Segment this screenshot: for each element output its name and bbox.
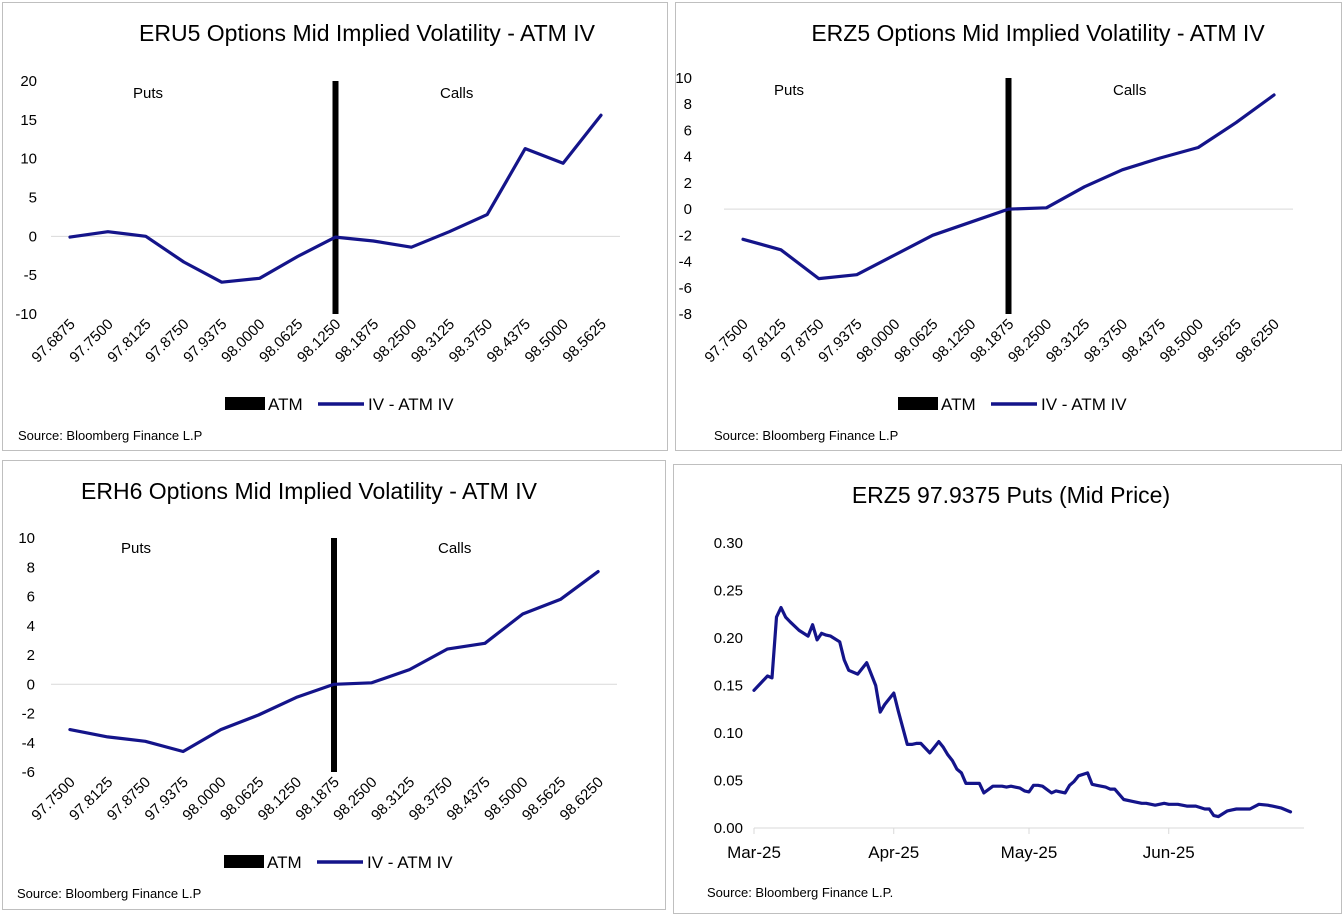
y-tick-label: 0.15 (714, 678, 743, 695)
y-tick-label: 10 (20, 151, 37, 168)
y-tick-label: -4 (679, 254, 692, 271)
source-note: Source: Bloomberg Finance L.P (17, 886, 201, 901)
y-tick-label: 5 (29, 190, 37, 207)
legend-label-iv-atm-iv: IV - ATM IV (367, 853, 453, 872)
chart-erz5: ERZ5 Options Mid Implied Volatility - AT… (676, 20, 1293, 443)
y-tick-label: 0.25 (714, 583, 743, 600)
chart-erh6: ERH6 Options Mid Implied Volatility - AT… (17, 478, 617, 901)
y-tick-label: 0.10 (714, 725, 743, 742)
chart-eru5: ERU5 Options Mid Implied Volatility - AT… (15, 20, 620, 443)
y-tick-label: 2 (27, 647, 35, 664)
chart-title: ERH6 Options Mid Implied Volatility - AT… (81, 478, 538, 504)
y-tick-label: 0.00 (714, 820, 743, 837)
y-tick-label: -8 (679, 306, 692, 323)
source-note: Source: Bloomberg Finance L.P. (707, 885, 893, 900)
x-tick-label: Jun-25 (1143, 843, 1195, 862)
y-tick-label: 0.05 (714, 773, 743, 790)
chart-panel-erh6: ERH6 Options Mid Implied Volatility - AT… (2, 460, 666, 910)
legend-swatch-atm (225, 397, 265, 410)
series-line-mid-price (752, 606, 1293, 819)
y-tick-label: -2 (679, 227, 692, 244)
series-line-iv-atm-iv (68, 569, 600, 754)
chart-erz5-puts: ERZ5 97.9375 Puts (Mid Price) 0.30 0.25 0.2… (707, 482, 1304, 900)
x-tick-label: Mar-25 (727, 843, 781, 862)
y-tick-label: 15 (20, 112, 37, 129)
y-tick-label: 0 (27, 676, 35, 693)
y-tick-label: -10 (15, 306, 37, 323)
y-tick-label: -6 (679, 280, 692, 297)
annotation-calls: Calls (440, 85, 473, 102)
y-tick-label: 2 (684, 175, 692, 192)
y-tick-label: -4 (22, 735, 35, 752)
y-tick-label: 10 (676, 70, 692, 87)
y-tick-label: -5 (24, 267, 37, 284)
annotation-puts: Puts (774, 82, 804, 99)
y-tick-label: 4 (684, 149, 692, 166)
annotation-puts: Puts (133, 85, 163, 102)
legend-label-atm: ATM (268, 395, 303, 414)
chart-panel-erz5: ERZ5 Options Mid Implied Volatility - AT… (675, 2, 1342, 451)
y-tick-label: 0 (29, 228, 37, 245)
legend-label-atm: ATM (267, 853, 302, 872)
y-tick-label: 0.30 (714, 535, 743, 552)
y-tick-label: 0.20 (714, 630, 743, 647)
legend-label-atm: ATM (941, 395, 976, 414)
y-tick-label: 8 (684, 96, 692, 113)
y-tick-label: 6 (684, 122, 692, 139)
x-tick-label: May-25 (1001, 843, 1058, 862)
chart-title: ERZ5 97.9375 Puts (Mid Price) (852, 482, 1170, 508)
y-tick-label: 8 (27, 559, 35, 576)
y-tick-label: 10 (18, 530, 35, 547)
source-note: Source: Bloomberg Finance L.P (18, 428, 202, 443)
chart-title: ERU5 Options Mid Implied Volatility - AT… (139, 20, 596, 46)
y-tick-label: -6 (22, 764, 35, 781)
x-tick-label: Apr-25 (868, 843, 919, 862)
y-tick-label: 6 (27, 589, 35, 606)
y-tick-label: 4 (27, 618, 35, 635)
annotation-calls: Calls (438, 540, 471, 557)
legend-swatch-atm (898, 397, 938, 410)
series-line-iv-atm-iv (741, 93, 1276, 281)
y-tick-label: -2 (22, 706, 35, 723)
series-line-iv-atm-iv (68, 113, 603, 284)
annotation-calls: Calls (1113, 82, 1146, 99)
legend-swatch-atm (224, 855, 264, 868)
chart-title: ERZ5 Options Mid Implied Volatility - AT… (811, 20, 1265, 46)
annotation-puts: Puts (121, 540, 151, 557)
chart-panel-erz5-puts: ERZ5 97.9375 Puts (Mid Price) 0.30 0.25 0.2… (673, 464, 1342, 914)
source-note: Source: Bloomberg Finance L.P (714, 428, 898, 443)
legend-label-iv-atm-iv: IV - ATM IV (1041, 395, 1127, 414)
y-tick-label: 20 (20, 73, 37, 90)
legend-label-iv-atm-iv: IV - ATM IV (368, 395, 454, 414)
chart-panel-eru5: ERU5 Options Mid Implied Volatility - AT… (2, 2, 668, 451)
y-tick-label: 0 (684, 201, 692, 218)
